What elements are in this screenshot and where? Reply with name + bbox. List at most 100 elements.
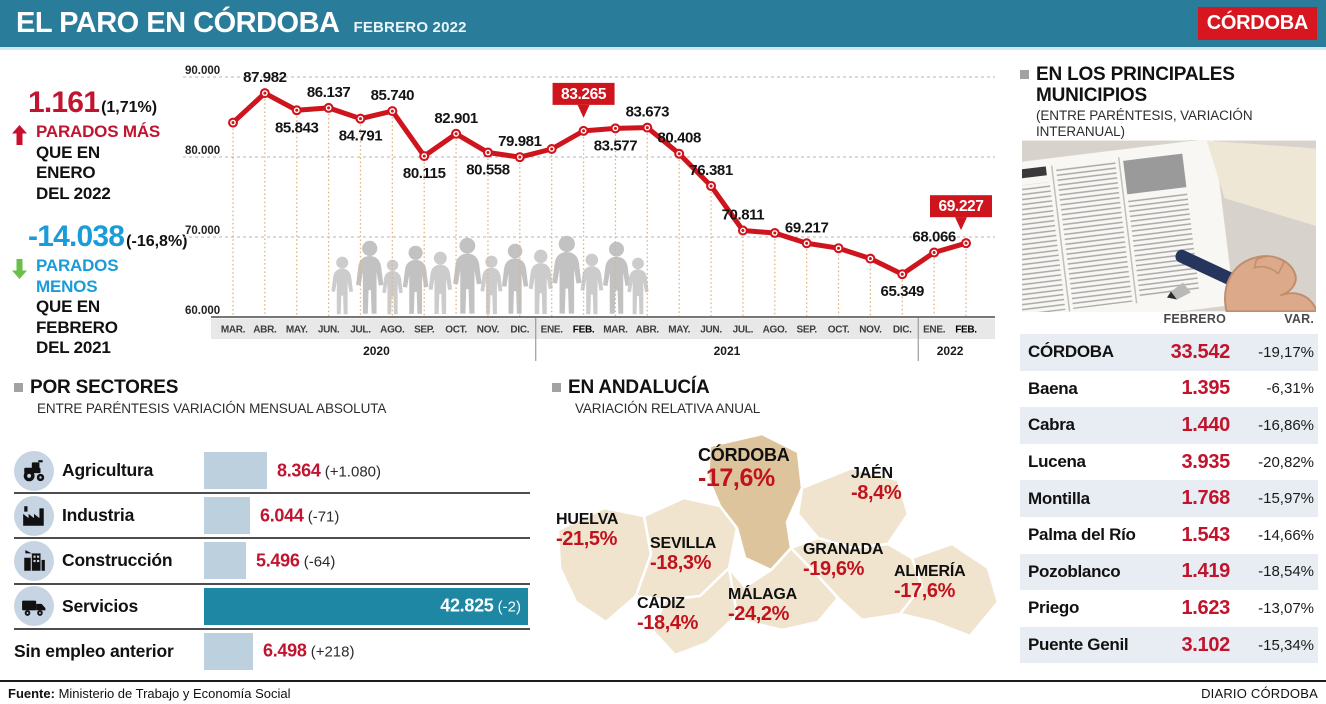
table-row: Lucena 3.935 -20,82% bbox=[1020, 444, 1318, 481]
sector-label: Agricultura bbox=[62, 460, 154, 481]
month-tick-label: MAR. bbox=[221, 325, 246, 336]
y-tick-label: 90.000 bbox=[185, 65, 220, 77]
stat-lines: PARADOS MENOS QUE EN FEBRERO DEL 2021 bbox=[36, 256, 186, 359]
person-silhouette bbox=[402, 245, 429, 314]
month-axis-strip bbox=[211, 318, 995, 339]
stat-plain-line: QUE EN bbox=[36, 142, 100, 162]
stat-number-row: 1.161 (1,71%) bbox=[28, 86, 186, 120]
person-silhouette bbox=[428, 251, 452, 315]
province-name: GRANADA bbox=[803, 541, 884, 558]
febrero-value: 1.768 bbox=[1181, 487, 1230, 510]
data-point-label: 70.811 bbox=[722, 207, 765, 224]
province-variation: -17,6% bbox=[894, 579, 955, 602]
town-name: Puente Genil bbox=[1028, 635, 1129, 655]
data-point-label: 83.673 bbox=[626, 104, 670, 121]
variation-value: -13,07% bbox=[1258, 599, 1314, 617]
person-silhouette bbox=[480, 255, 503, 315]
andalucia-map-svg bbox=[556, 432, 1000, 657]
person-silhouette bbox=[603, 241, 630, 314]
square-bullet-icon bbox=[1020, 70, 1029, 79]
table-row: CÓRDOBA 33.542 -19,17% bbox=[1020, 334, 1318, 371]
table-row: Cabra 1.440 -16,86% bbox=[1020, 407, 1318, 444]
data-point-label: 76.381 bbox=[689, 162, 733, 179]
municipios-table: CÓRDOBA 33.542 -19,17% Baena 1.395 -6,31% Cabr… bbox=[1020, 334, 1318, 664]
data-point-label: 80.408 bbox=[657, 130, 701, 147]
highlight-value-box bbox=[930, 195, 992, 218]
person-silhouette bbox=[331, 256, 353, 315]
province-name: SEVILLA bbox=[650, 535, 717, 552]
month-tick-label: DIC. bbox=[893, 325, 912, 336]
sectors-heading-text: POR SECTORES bbox=[30, 377, 179, 398]
sector-bar bbox=[204, 632, 253, 670]
month-tick-label: JUN. bbox=[700, 325, 722, 336]
year-label: 2020 bbox=[363, 344, 390, 358]
province-name: CÓRDOBA bbox=[698, 445, 790, 465]
municipios-subtitle-line2: INTERANUAL) bbox=[1036, 124, 1125, 139]
month-tick-label: NOV. bbox=[859, 325, 882, 336]
sector-row: Construcción 5.496 (-64) bbox=[14, 539, 530, 585]
town-name: CÓRDOBA bbox=[1028, 342, 1114, 362]
stat-plain-line: QUE EN bbox=[36, 297, 100, 316]
header-underline bbox=[0, 47, 1326, 50]
sector-bar-zone: 8.364 (+1.080) bbox=[204, 452, 530, 490]
province-variation: -19,6% bbox=[803, 557, 864, 580]
sectors-subtitle: ENTRE PARÉNTESIS VARIACIÓN MENSUAL ABSOL… bbox=[37, 401, 387, 416]
stat-parados-mas: 1.161 (1,71%) PARADOS MÁS QUE EN ENERO DEL 20… bbox=[10, 86, 186, 204]
sector-label: Construcción bbox=[62, 550, 173, 571]
febrero-value: 1.419 bbox=[1181, 560, 1230, 583]
month-tick-label: MAR. bbox=[603, 325, 628, 336]
municipios-heading: EN LOS PRINCIPALES MUNICIPIOS bbox=[1020, 64, 1235, 106]
table-row: Pozoblanco 1.419 -18,54% bbox=[1020, 553, 1318, 591]
data-point-label: 69.217 bbox=[785, 219, 829, 236]
sectors-bar-list: Agricultura 8.364 (+1.080) Industria 6.044 … bbox=[14, 449, 530, 673]
month-tick-label: MAY. bbox=[668, 325, 690, 336]
province-variation: -18,3% bbox=[650, 551, 711, 574]
hands-writing-newspaper-photo bbox=[1022, 140, 1316, 312]
sector-bar-zone: 6.044 (-71) bbox=[204, 497, 530, 535]
province-name: JAÉN bbox=[851, 465, 893, 482]
sector-bar-zone: 5.496 (-64) bbox=[204, 542, 530, 580]
month-tick-label: AGO. bbox=[763, 325, 788, 336]
sector-row: Sin empleo anterior 6.498 (+218) bbox=[14, 630, 530, 673]
stat-body: PARADOS MENOS QUE EN FEBRERO DEL 2021 bbox=[10, 256, 186, 359]
tractor-icon bbox=[14, 450, 54, 491]
variation-value: -14,66% bbox=[1258, 526, 1314, 544]
province-almeria bbox=[898, 542, 1000, 638]
sector-bar bbox=[204, 452, 267, 490]
sector-value: 5.496 (-64) bbox=[256, 550, 336, 571]
unemployment-line-chart: 90.000 80.000 70.000 60.000 2020 2021 2022 MAR.… bbox=[183, 62, 1013, 371]
town-name: Palma del Río bbox=[1028, 525, 1136, 545]
col-town bbox=[1020, 312, 1154, 333]
map-label-granada: GRANADA -19,6% bbox=[803, 541, 884, 580]
sectors-heading: POR SECTORES bbox=[14, 377, 178, 398]
febrero-value: 3.935 bbox=[1181, 450, 1230, 473]
month-tick-label: NOV. bbox=[477, 325, 500, 336]
data-point-label: 82.901 bbox=[434, 110, 478, 127]
municipios-table-header: FEBRERO VAR. bbox=[1020, 312, 1318, 333]
data-point-label: 68.066 bbox=[912, 228, 956, 245]
map-label-huelva: HUELVA -21,5% bbox=[556, 511, 618, 550]
truck-icon bbox=[14, 586, 54, 627]
table-row: Puente Genil 3.102 -15,34% bbox=[1020, 626, 1318, 664]
month-tick-label: ENE. bbox=[541, 325, 564, 336]
sector-row: Agricultura 8.364 (+1.080) bbox=[14, 449, 530, 495]
stat-number: 1.161 bbox=[28, 86, 100, 119]
table-row: Priego 1.623 -13,07% bbox=[1020, 590, 1318, 627]
sector-bar-zone: 6.498 (+218) bbox=[204, 632, 530, 670]
variation-value: -15,97% bbox=[1258, 490, 1314, 508]
province-variation: -24,2% bbox=[728, 602, 789, 625]
month-tick-label: JUL. bbox=[350, 325, 371, 336]
square-bullet-icon bbox=[14, 383, 23, 392]
y-tick-label: 60.000 bbox=[185, 305, 220, 317]
col-febrero: FEBRERO bbox=[1163, 312, 1226, 326]
municipios-heading-text: EN LOS PRINCIPALES MUNICIPIOS bbox=[1036, 64, 1235, 106]
month-tick-label: ABR. bbox=[253, 325, 277, 336]
febrero-value: 33.542 bbox=[1170, 340, 1231, 363]
variation-value: -15,34% bbox=[1258, 636, 1314, 654]
data-point-label: 65.349 bbox=[881, 283, 925, 300]
month-tick-label: FEB. bbox=[955, 325, 977, 336]
province-name: ALMERÍA bbox=[894, 563, 966, 580]
sector-row: Servicios 42.825 (-2) bbox=[14, 585, 530, 630]
month-tick-label: OCT. bbox=[828, 325, 850, 336]
table-row: Baena 1.395 -6,31% bbox=[1020, 371, 1318, 408]
